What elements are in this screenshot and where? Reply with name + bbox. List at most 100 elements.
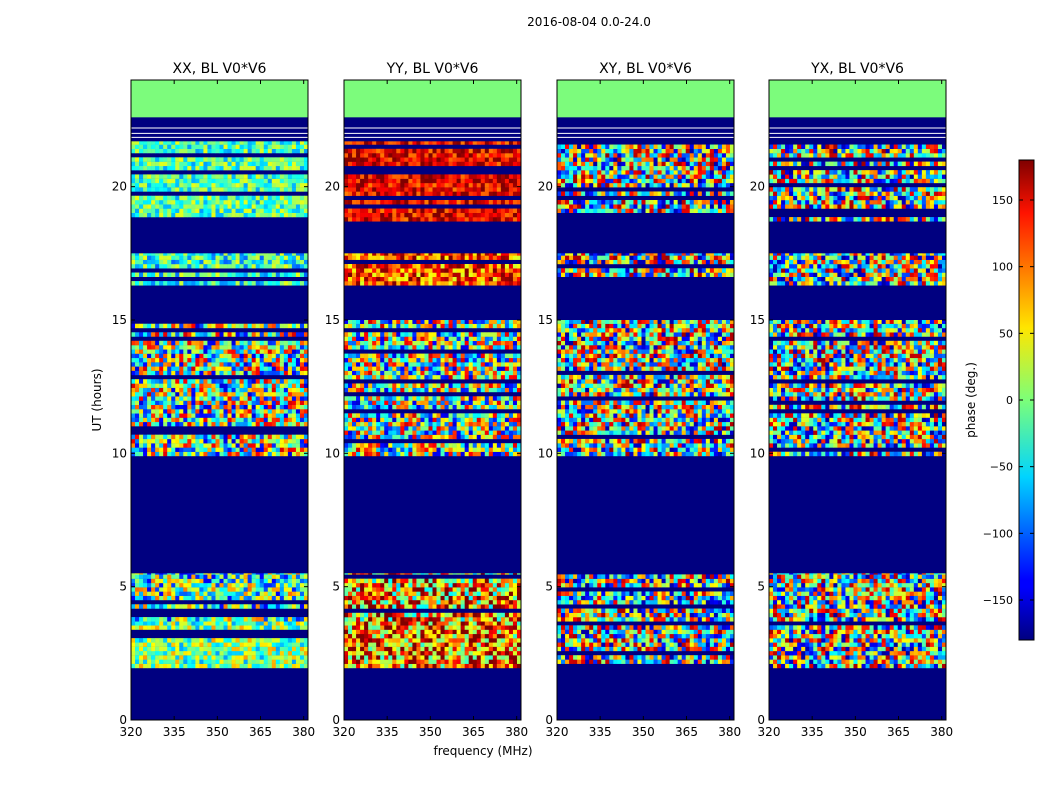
phase-cell [291,174,297,179]
phase-cell [219,400,224,405]
phase-cell [231,409,236,414]
phase-cell [432,625,437,630]
phase-cell [163,379,168,384]
phase-cell [271,204,277,209]
panel-frame [130,79,309,721]
phase-cell [472,400,478,405]
phase-cell [360,638,365,643]
phase-cell [151,413,156,418]
phase-cell [163,404,168,410]
phase-cell [247,404,252,410]
phase-cell [143,255,148,260]
phase-cell [167,208,172,213]
phase-cell [488,573,494,575]
phase-cell [187,413,192,418]
phase-cell [384,323,389,329]
phase-cell [368,320,373,324]
phase-cell [496,629,502,635]
phase-cell [191,400,196,405]
phase-cell [384,625,389,630]
phase-cell [424,655,429,660]
phase-cell [263,161,269,167]
phase-cell [428,638,433,643]
phase-cell [400,582,405,588]
phase-cell [203,253,208,256]
phase-cell [155,443,160,448]
phase-cell [400,621,405,626]
phase-cell [211,642,216,647]
phase-cell [344,625,349,630]
phase-cell [291,200,297,205]
phase-cell [203,655,208,660]
phase-cell [420,663,425,669]
phase-cell [396,604,401,609]
phase-cell [508,387,514,393]
phase-cell [175,161,180,167]
phase-cell [512,633,518,639]
phase-cell [484,625,490,630]
phase-cell [275,655,281,660]
phase-cell [388,357,393,363]
phase-cell [215,353,220,359]
phase-cell [500,362,506,367]
phase-cell [372,374,377,380]
phase-cell [279,392,285,397]
phase-cell [440,629,445,635]
phase-cell [211,264,216,269]
phase-cell [251,370,256,376]
phase-cell [496,332,502,337]
phase-cell [508,621,514,626]
phase-cell [163,144,168,149]
phase-cell [239,281,244,286]
phase-cell [235,272,240,277]
phase-cell [207,148,212,154]
phase-cell [239,604,244,609]
phase-cell [263,413,269,418]
phase-cell [223,187,228,192]
phase-cell [131,625,136,630]
phase-cell [287,638,293,643]
phase-cell [219,187,224,192]
phase-cell [235,409,240,414]
phase-cell [179,587,184,592]
phase-cell [299,200,305,205]
phase-cell [500,595,506,601]
phase-cell [187,421,192,427]
phase-cell [392,612,397,618]
phase-cell [155,646,160,652]
phase-cell [464,591,469,596]
phase-cell [187,404,192,410]
phase-cell [171,400,176,405]
phase-cell [239,323,244,329]
phase-cell [436,629,441,635]
phase-cell [179,332,184,337]
phase-cell [239,174,244,179]
phase-cell [171,595,176,601]
phase-cell [183,400,188,405]
phase-cell [360,646,365,652]
phase-cell [291,253,297,256]
phase-cell [372,629,377,635]
phase-cell [243,272,248,277]
phase-cell [484,400,490,405]
phase-cell [207,212,212,218]
phase-cell [271,281,277,286]
phase-cell [295,404,301,410]
phase-cell [255,157,261,162]
phase-cell [456,451,461,457]
phase-cell [468,443,474,448]
phase-cell [147,332,152,337]
phase-cell [143,370,148,376]
phase-cell [147,574,152,579]
phase-cell [436,434,441,440]
phase-cell [263,604,269,609]
phase-cell [424,573,429,575]
phase-cell [344,404,349,410]
phase-cell [271,157,277,162]
phase-cell [179,659,184,664]
phase-cell [203,349,208,354]
phase-cell [223,413,228,418]
phase-cell [271,604,277,609]
phase-cell [239,187,244,192]
phase-cell [239,443,244,448]
